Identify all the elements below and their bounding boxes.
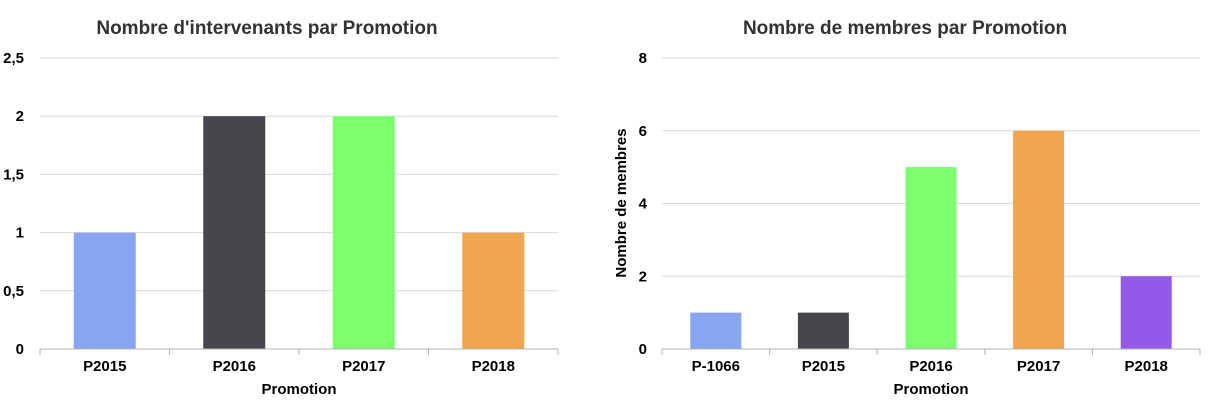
- chart-intervenants-bars: [73, 116, 525, 349]
- chart-intervenants-ytick-label: 1,5: [3, 166, 24, 183]
- chart-membres-bar-p2017: [1013, 130, 1065, 349]
- chart-membres-xtick-label: P2015: [802, 358, 845, 375]
- chart-membres-bar-p2018: [1120, 276, 1172, 349]
- chart-membres-title: Nombre de membres par Promotion: [743, 18, 1067, 39]
- chart-intervenants-xtick-label: P2016: [213, 358, 256, 375]
- chart-membres-ytick-label: 0: [639, 341, 647, 358]
- chart-membres-ylabel: Nombre de membres: [613, 128, 630, 277]
- chart-membres-xtick-label: P2017: [1017, 358, 1060, 375]
- chart-intervenants-ytick-label: 2: [16, 108, 24, 125]
- chart-membres-ytick-label: 6: [639, 123, 647, 140]
- chart-intervenants-axes: 0 0,5 1 1,5 2 2,5 P2015 P2016 P2017 P2018: [3, 50, 559, 375]
- chart-intervenants-xtick-label: P2015: [83, 358, 126, 375]
- chart-intervenants-title: Nombre d'intervenants par Promotion: [96, 18, 437, 39]
- chart-intervenants-ytick-label: 2,5: [3, 50, 24, 67]
- chart-membres-xtick-label: P2016: [909, 358, 952, 375]
- chart-intervenants-ytick-label: 1: [16, 225, 24, 242]
- chart-membres-ytick-label: 2: [639, 268, 647, 285]
- chart-membres-xtick-label: P2018: [1125, 358, 1168, 375]
- chart-membres-xlabel: Promotion: [894, 381, 969, 398]
- chart-intervenants-labels: Nombre d'intervenants par Promotion Prom…: [96, 18, 437, 398]
- chart-membres-labels: Nombre de membres par Promotion Promotio…: [613, 18, 1067, 398]
- chart-intervenants-bar-p2017: [332, 116, 395, 349]
- chart-membres-bars: [690, 130, 1172, 349]
- chart-intervenants-ytick-label: 0: [16, 341, 24, 358]
- chart-intervenants-xtick-label: P2018: [472, 358, 515, 375]
- chart-membres-bar-p2015: [797, 312, 849, 349]
- chart-intervenants-xlabel: Promotion: [262, 381, 337, 398]
- chart-intervenants-bar-p2016: [203, 116, 266, 349]
- chart-intervenants-ytick-label: 0,5: [3, 283, 24, 300]
- chart-membres-bar-p2016: [905, 167, 957, 349]
- chart-membres-ytick-label: 8: [639, 50, 647, 67]
- chart-intervenants-bar-p2018: [462, 232, 525, 349]
- chart-intervenants-xtick-label: P2017: [342, 358, 385, 375]
- chart-intervenants-bar-p2015: [73, 232, 136, 349]
- chart-membres-bar-p-1066: [690, 312, 742, 349]
- chart-membres-ytick-label: 4: [639, 196, 648, 213]
- chart-membres-xtick-label: P-1066: [692, 358, 740, 375]
- chart-membres-axes: 0 2 4 6 8 P-1066 P2015 P2016 P2017 P2018: [639, 50, 1201, 375]
